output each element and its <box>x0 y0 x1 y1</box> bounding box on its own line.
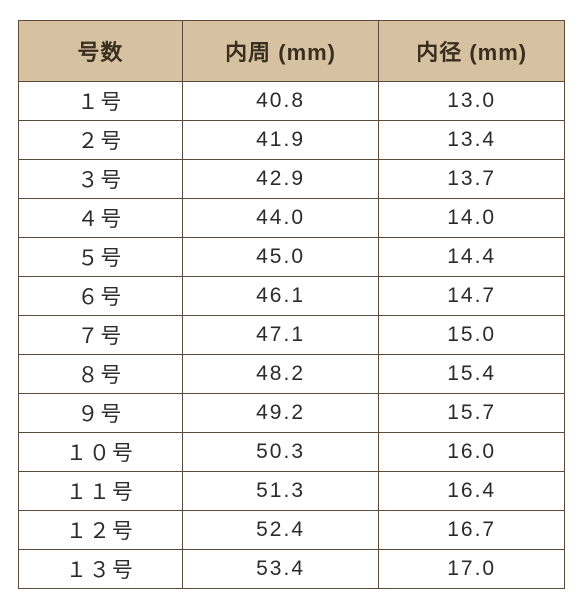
table-row: ５号 45.0 14.4 <box>19 238 565 277</box>
cell-circ: 50.3 <box>182 433 379 472</box>
cell-diam: 14.7 <box>379 277 565 316</box>
table-row: ９号 49.2 15.7 <box>19 394 565 433</box>
cell-circ: 44.0 <box>182 199 379 238</box>
table-row: ７号 47.1 15.0 <box>19 316 565 355</box>
cell-diam: 16.0 <box>379 433 565 472</box>
cell-size: １１号 <box>19 472 183 511</box>
cell-diam: 15.4 <box>379 355 565 394</box>
cell-diam: 15.7 <box>379 394 565 433</box>
cell-circ: 46.1 <box>182 277 379 316</box>
table-row: １１号 51.3 16.4 <box>19 472 565 511</box>
cell-diam: 16.7 <box>379 511 565 550</box>
cell-circ: 52.4 <box>182 511 379 550</box>
cell-diam: 13.0 <box>379 82 565 121</box>
cell-size: ５号 <box>19 238 183 277</box>
col-header-circ: 内周 (mm) <box>182 21 379 82</box>
cell-circ: 45.0 <box>182 238 379 277</box>
table-row: １２号 52.4 16.7 <box>19 511 565 550</box>
cell-circ: 42.9 <box>182 160 379 199</box>
cell-diam: 13.7 <box>379 160 565 199</box>
cell-size: ９号 <box>19 394 183 433</box>
table-header-row: 号数 内周 (mm) 内径 (mm) <box>19 21 565 82</box>
cell-size: １２号 <box>19 511 183 550</box>
cell-size: ７号 <box>19 316 183 355</box>
cell-size: ６号 <box>19 277 183 316</box>
table-container: 号数 内周 (mm) 内径 (mm) １号 40.8 13.0 ２号 41.9 … <box>0 0 583 609</box>
cell-size: ３号 <box>19 160 183 199</box>
table-body: １号 40.8 13.0 ２号 41.9 13.4 ３号 42.9 13.7 ４… <box>19 82 565 589</box>
table-row: ３号 42.9 13.7 <box>19 160 565 199</box>
cell-size: １０号 <box>19 433 183 472</box>
ring-size-table: 号数 内周 (mm) 内径 (mm) １号 40.8 13.0 ２号 41.9 … <box>18 20 565 589</box>
cell-diam: 16.4 <box>379 472 565 511</box>
table-row: １０号 50.3 16.0 <box>19 433 565 472</box>
table-row: １号 40.8 13.0 <box>19 82 565 121</box>
cell-circ: 40.8 <box>182 82 379 121</box>
cell-size: ４号 <box>19 199 183 238</box>
cell-size: ８号 <box>19 355 183 394</box>
cell-size: １号 <box>19 82 183 121</box>
cell-circ: 51.3 <box>182 472 379 511</box>
col-header-diam: 内径 (mm) <box>379 21 565 82</box>
cell-circ: 49.2 <box>182 394 379 433</box>
table-row: ６号 46.1 14.7 <box>19 277 565 316</box>
cell-diam: 13.4 <box>379 121 565 160</box>
table-row: ２号 41.9 13.4 <box>19 121 565 160</box>
cell-circ: 47.1 <box>182 316 379 355</box>
table-row: ４号 44.0 14.0 <box>19 199 565 238</box>
cell-size: ２号 <box>19 121 183 160</box>
cell-circ: 48.2 <box>182 355 379 394</box>
col-header-size: 号数 <box>19 21 183 82</box>
cell-circ: 41.9 <box>182 121 379 160</box>
table-row: ８号 48.2 15.4 <box>19 355 565 394</box>
cell-diam: 15.0 <box>379 316 565 355</box>
cell-diam: 14.4 <box>379 238 565 277</box>
cell-diam: 14.0 <box>379 199 565 238</box>
